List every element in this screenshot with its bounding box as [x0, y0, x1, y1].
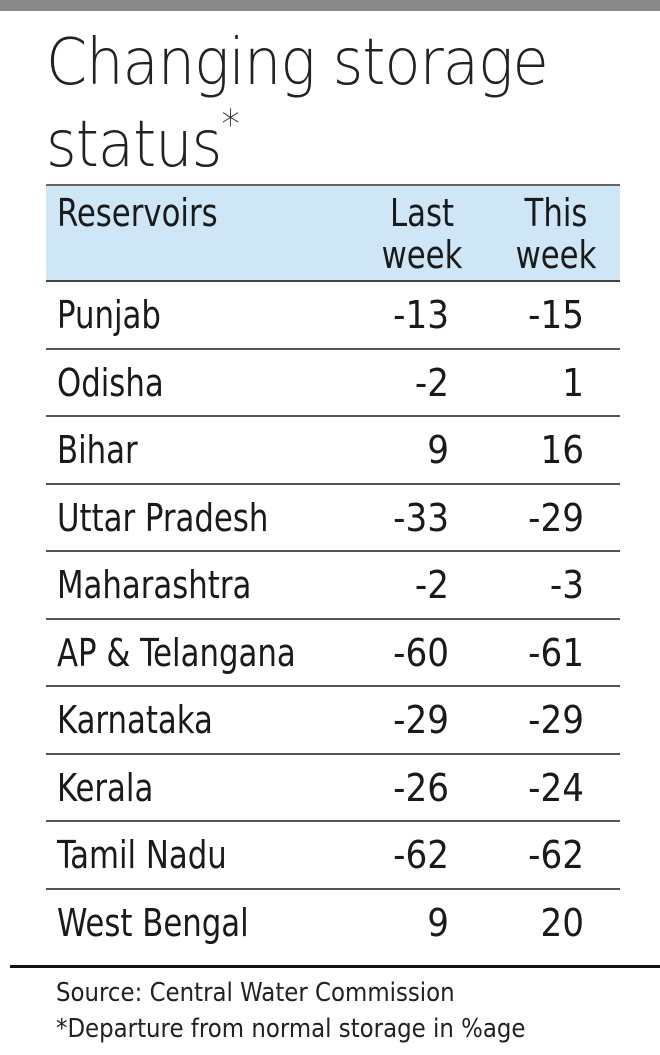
last-week-value: -29 [393, 698, 449, 742]
table-row: Kerala -26 -24 [46, 755, 620, 822]
table-row: Bihar 9 16 [46, 417, 620, 485]
reservoir-name: West Bengal [57, 900, 249, 945]
table-row: West Bengal 9 20 [46, 890, 620, 958]
last-week-value: -13 [393, 293, 449, 337]
table-row: Karnataka -29 -29 [46, 687, 620, 755]
header-this-line2: week [515, 233, 597, 277]
reservoir-name: Karnataka [57, 698, 213, 742]
this-week-value: 20 [540, 900, 585, 945]
header-reservoirs: Reservoirs [57, 191, 218, 235]
table-row: Uttar Pradesh -33 -29 [46, 485, 620, 552]
reservoir-name: Tamil Nadu [57, 833, 227, 877]
reservoir-name: Bihar [57, 428, 138, 472]
header-this-line1: This [524, 191, 588, 235]
this-week-value: -24 [528, 765, 584, 810]
reservoir-name: Uttar Pradesh [57, 495, 269, 540]
title-asterisk: * [221, 102, 239, 148]
last-week-value: 9 [427, 428, 449, 472]
header-last-line1: Last [389, 191, 455, 235]
footer-rule [10, 965, 660, 968]
table-row: Odisha -2 1 [46, 350, 620, 417]
source-note: Source: Central Water Commission [56, 978, 455, 1008]
this-week-value: 16 [540, 428, 585, 472]
this-week-value: -15 [528, 293, 584, 337]
this-week-value: -29 [528, 495, 584, 540]
top-bar [0, 0, 660, 11]
chart-title: Changing storage status* [46, 22, 598, 186]
last-week-value: -26 [393, 765, 449, 810]
storage-table: Reservoirs Last week This week Punjab -13… [46, 184, 620, 957]
reservoir-name: Kerala [57, 765, 154, 810]
reservoir-name: Punjab [57, 293, 161, 337]
last-week-value: -2 [414, 360, 449, 405]
table-row: AP & Telangana -60 -61 [46, 620, 620, 687]
header-this-week: This week [502, 192, 610, 276]
header-last-week: Last week [368, 192, 476, 276]
this-week-value: 1 [562, 360, 584, 405]
table-row: Tamil Nadu -62 -62 [46, 822, 620, 890]
table-body: Punjab -13 -15 Odisha -2 1 Bihar 9 16 Uttar Prade… [46, 282, 620, 957]
reservoir-name: Odisha [57, 360, 164, 405]
this-week-value: -29 [528, 698, 584, 742]
last-week-value: -62 [393, 833, 449, 877]
last-week-value: -33 [393, 495, 449, 540]
reservoir-name: AP & Telangana [57, 630, 296, 675]
table-row: Maharashtra -2 -3 [46, 552, 620, 620]
table-header: Reservoirs Last week This week [46, 184, 620, 282]
this-week-value: -62 [528, 833, 584, 877]
footnote: *Departure from normal storage in %age [56, 1014, 526, 1044]
this-week-value: -3 [549, 563, 584, 607]
last-week-value: -60 [393, 630, 449, 675]
header-last-line2: week [381, 233, 463, 277]
this-week-value: -61 [528, 630, 584, 675]
table-row: Punjab -13 -15 [46, 282, 620, 350]
last-week-value: -2 [414, 563, 449, 607]
reservoir-name: Maharashtra [57, 563, 252, 607]
title-text: Changing storage status [46, 26, 549, 182]
last-week-value: 9 [427, 900, 449, 945]
